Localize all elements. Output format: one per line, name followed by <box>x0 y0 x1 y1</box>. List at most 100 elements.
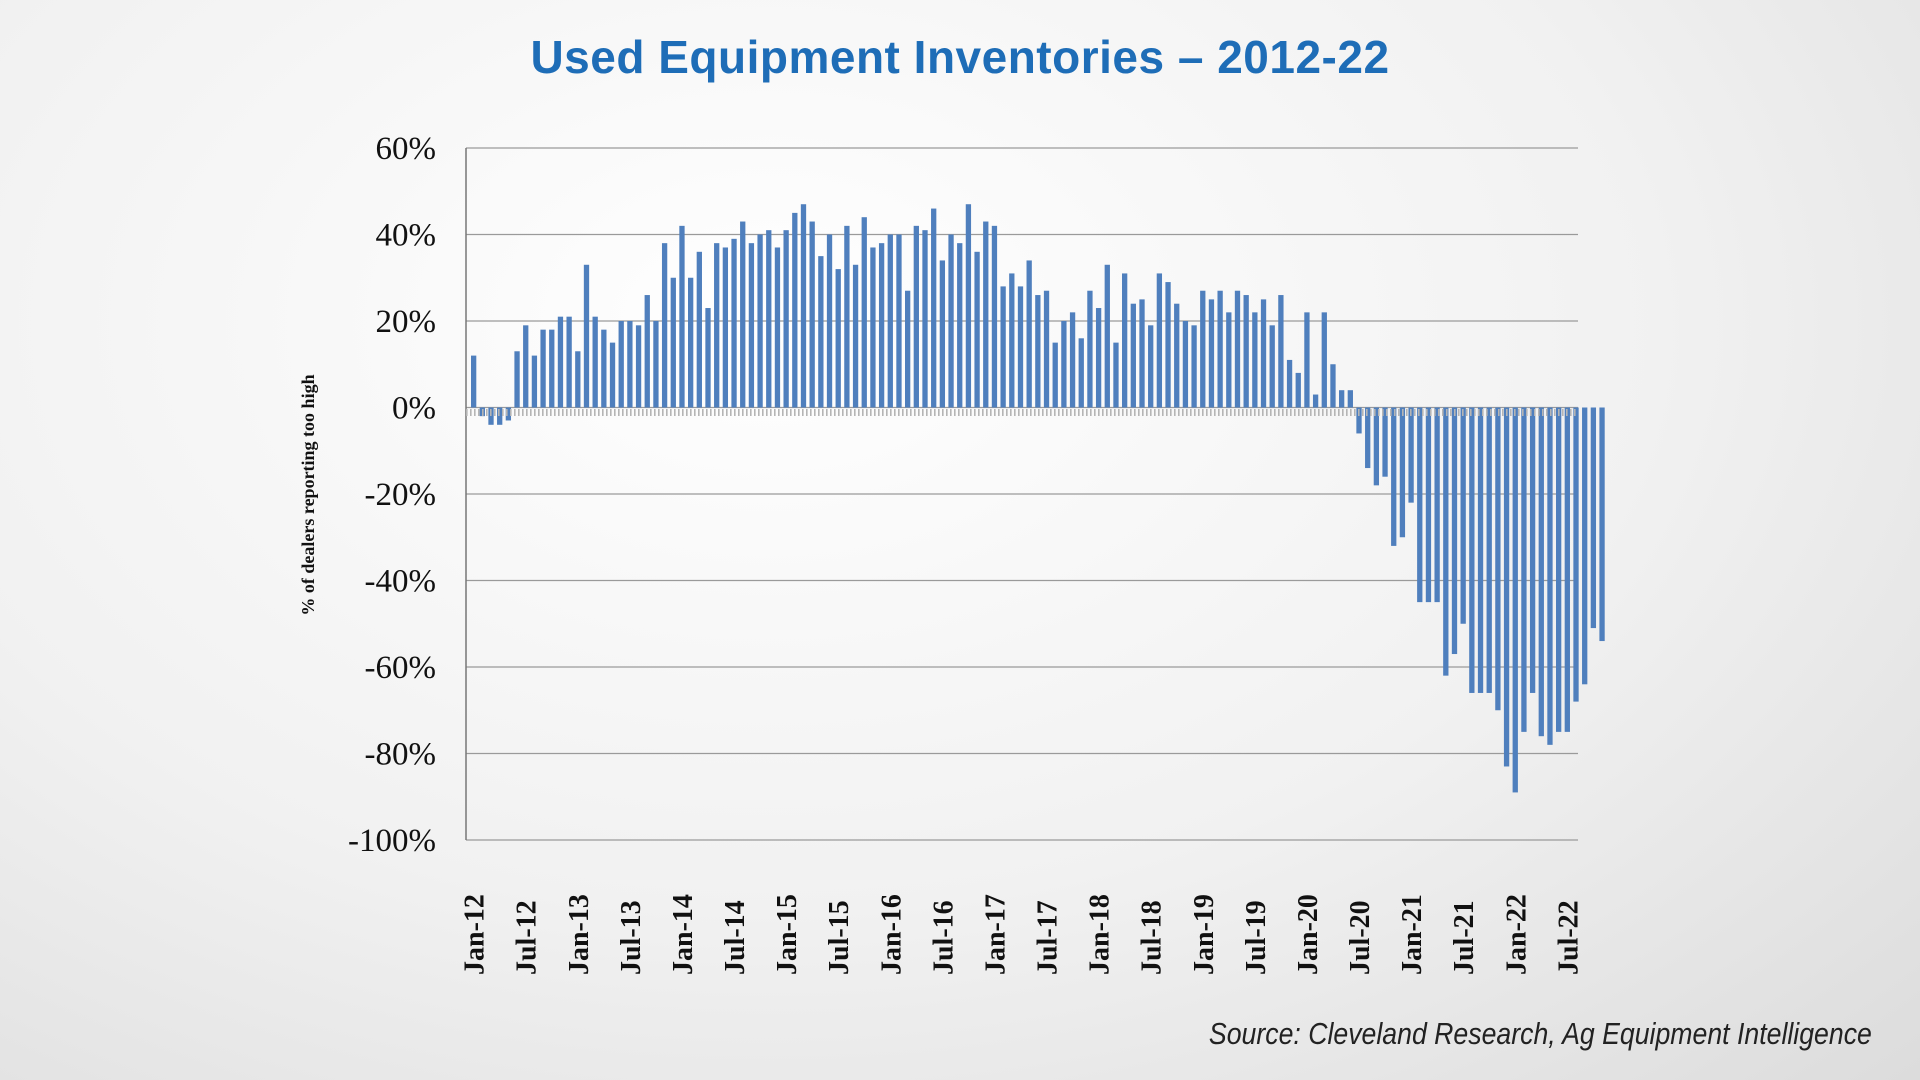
bar <box>1243 295 1249 408</box>
bar <box>1599 407 1605 642</box>
bar <box>852 264 859 408</box>
bar <box>948 234 954 408</box>
x-tick-label: Jan-15 <box>772 894 803 975</box>
bar <box>1226 312 1232 408</box>
bar <box>1278 295 1284 408</box>
x-tick-labels: Jan-12 Jul-12 Jan-13 Jul-13 Jan-14 Jul-14 Jan-… <box>460 894 1585 975</box>
bar <box>661 243 668 408</box>
bar <box>1521 407 1527 732</box>
bar <box>905 290 911 408</box>
bar <box>1000 286 1006 408</box>
bar <box>1087 290 1093 408</box>
bar <box>1252 312 1258 408</box>
bar <box>809 221 815 408</box>
bar <box>670 277 676 408</box>
bar <box>635 325 642 408</box>
bar <box>861 217 867 408</box>
bar <box>974 251 980 408</box>
bar <box>696 251 702 408</box>
bar <box>1035 295 1041 408</box>
bar <box>531 355 538 408</box>
bar <box>965 204 972 408</box>
x-tick-label: Jul-22 <box>1553 900 1584 975</box>
x-tick-label: Jan-13 <box>564 894 595 975</box>
x-tick-label: Jul-20 <box>1345 900 1376 975</box>
bar <box>931 208 937 408</box>
bar <box>1295 372 1301 408</box>
bar <box>1365 407 1371 469</box>
bar <box>644 295 650 408</box>
x-tick-label: Jul-17 <box>1033 900 1064 975</box>
bar <box>1165 282 1171 408</box>
bar <box>1529 407 1536 693</box>
bar <box>1052 342 1058 408</box>
bar <box>1330 364 1336 408</box>
chart-title: Used Equipment Inventories – 2012-22 <box>530 31 1390 83</box>
bar <box>922 230 928 408</box>
bar <box>1026 260 1032 408</box>
bar <box>583 264 590 408</box>
bar <box>1069 312 1076 408</box>
bar <box>1582 407 1588 685</box>
bar <box>1443 407 1449 676</box>
bar <box>913 225 919 408</box>
bar <box>540 329 546 408</box>
bar <box>792 212 798 408</box>
bar <box>1191 325 1197 408</box>
x-tick-label: Jan-17 <box>980 894 1011 975</box>
bar <box>1260 299 1267 408</box>
bar <box>731 238 737 408</box>
bar <box>1009 273 1015 408</box>
x-tick-label: Jan-16 <box>876 894 907 975</box>
bar <box>887 234 893 408</box>
bar <box>653 321 659 408</box>
bar <box>1451 407 1458 655</box>
bar <box>1425 407 1432 603</box>
bar <box>523 325 529 408</box>
bar <box>870 247 876 408</box>
y-tick-label: 40% <box>376 218 437 254</box>
bar <box>592 316 598 408</box>
bar <box>1382 407 1388 477</box>
bar <box>983 221 989 408</box>
bar <box>688 277 694 408</box>
bar <box>783 230 789 408</box>
bar <box>1043 290 1050 408</box>
x-tick-label: Jan-21 <box>1397 894 1428 975</box>
bar <box>497 407 503 425</box>
bar <box>1512 407 1518 793</box>
bar <box>1139 299 1145 408</box>
bar <box>818 256 824 408</box>
bar <box>1095 308 1102 408</box>
bar <box>618 321 624 408</box>
bar <box>566 316 572 408</box>
bar <box>1373 407 1380 486</box>
bar <box>627 321 633 408</box>
bar <box>1573 407 1579 702</box>
bars <box>471 204 1605 793</box>
y-tick-label: -40% <box>365 564 436 600</box>
bar <box>1477 407 1484 693</box>
bar <box>1078 338 1084 408</box>
bar <box>609 342 616 408</box>
bar <box>844 225 850 408</box>
bar <box>1469 407 1475 693</box>
bar <box>1564 407 1570 732</box>
bar <box>957 243 963 408</box>
y-axis-label: % of dealers reporting too high <box>298 374 318 615</box>
bar <box>1590 407 1597 629</box>
bar <box>1148 325 1154 408</box>
bar <box>1408 407 1414 503</box>
x-tick-label: Jan-14 <box>668 894 699 975</box>
bar <box>1130 303 1136 408</box>
x-tick-label: Jan-20 <box>1293 894 1324 975</box>
bar <box>1182 321 1189 408</box>
y-tick-label: -80% <box>365 737 436 773</box>
bar <box>1503 407 1510 767</box>
bar <box>471 355 477 408</box>
bar <box>1434 407 1440 603</box>
x-tick-label: Jul-18 <box>1137 900 1168 975</box>
y-tick-labels: 60% 40% 20% 0% -20% -40% -60% -80% -100% <box>348 131 436 859</box>
bar <box>1304 312 1310 408</box>
